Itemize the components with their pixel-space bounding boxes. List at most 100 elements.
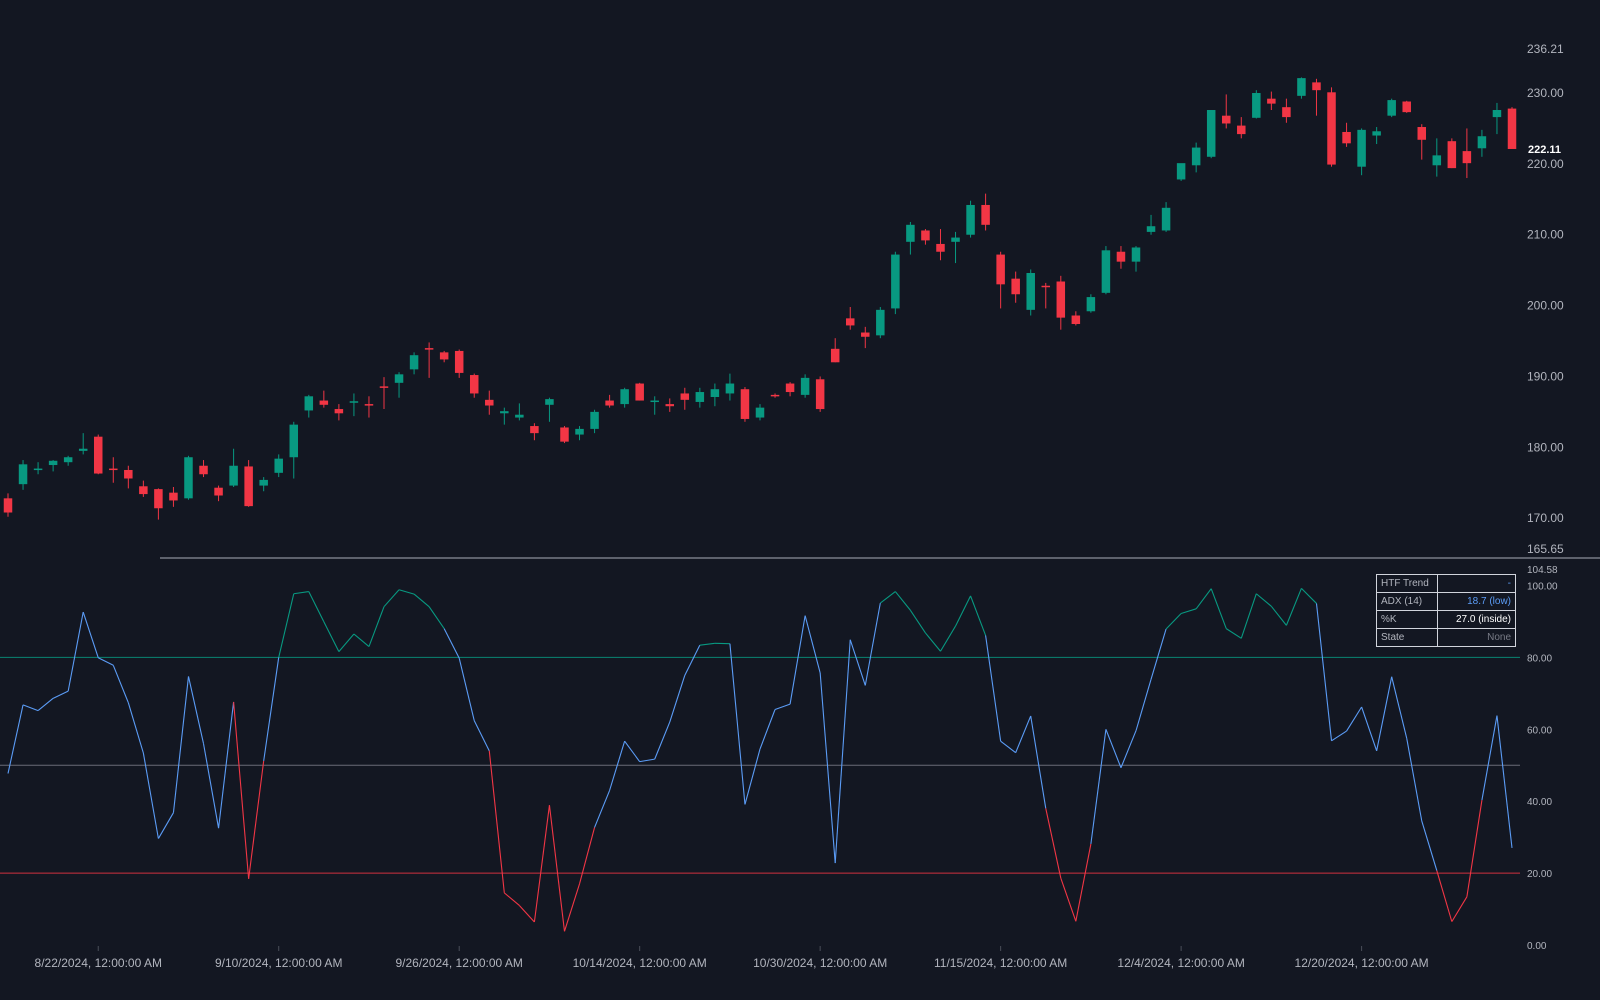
candle[interactable]	[1342, 122, 1351, 147]
candle[interactable]	[1402, 100, 1411, 113]
candle[interactable]	[1056, 275, 1066, 330]
candle[interactable]	[1086, 294, 1096, 313]
candle[interactable]	[1041, 282, 1051, 309]
candle[interactable]	[1462, 128, 1472, 179]
candle[interactable]	[364, 396, 374, 418]
oscillator-axis[interactable]: 104.58 0.00 20.00 40.00 60.00 80.00 100.00	[1527, 565, 1558, 952]
candle[interactable]	[274, 454, 283, 478]
candle[interactable]	[33, 462, 43, 475]
candle[interactable]	[1252, 90, 1261, 119]
candle[interactable]	[409, 352, 419, 375]
candle[interactable]	[1026, 269, 1035, 316]
candle[interactable]	[439, 350, 449, 363]
candle[interactable]	[1116, 246, 1126, 269]
candle[interactable]	[334, 404, 344, 421]
candle[interactable]	[259, 477, 268, 492]
candle[interactable]	[469, 373, 479, 398]
candle[interactable]	[1432, 138, 1442, 177]
oscillator-pane[interactable]: 104.58 0.00 20.00 40.00 60.00 80.00 100.00	[0, 565, 1558, 952]
candle[interactable]	[1176, 163, 1186, 181]
candle[interactable]	[109, 457, 118, 483]
candle[interactable]	[1191, 142, 1201, 173]
candle[interactable]	[229, 448, 238, 487]
candle[interactable]	[770, 393, 780, 398]
candle[interactable]	[710, 383, 720, 407]
candle[interactable]	[500, 407, 509, 425]
candle[interactable]	[1492, 102, 1502, 135]
candle[interactable]	[319, 390, 329, 408]
candle[interactable]	[876, 307, 885, 339]
candle[interactable]	[1101, 246, 1111, 295]
candle[interactable]	[93, 434, 103, 475]
candle[interactable]	[1327, 87, 1336, 167]
candle[interactable]	[289, 421, 299, 479]
candle[interactable]	[966, 200, 975, 238]
candle[interactable]	[740, 387, 750, 422]
candle[interactable]	[981, 193, 990, 231]
candle[interactable]	[725, 373, 735, 401]
candle[interactable]	[124, 465, 133, 489]
candle[interactable]	[394, 372, 404, 398]
candle[interactable]	[830, 338, 840, 363]
price-pane[interactable]: 236.21 170.00 180.00 190.00 200.00 210.00 220.…	[3, 42, 1564, 556]
candle[interactable]	[1146, 214, 1156, 235]
candle[interactable]	[1297, 77, 1306, 99]
candle[interactable]	[575, 426, 584, 441]
candle[interactable]	[184, 455, 193, 500]
candle[interactable]	[921, 229, 930, 245]
candle[interactable]	[545, 397, 554, 422]
candle[interactable]	[424, 342, 434, 378]
candle[interactable]	[665, 398, 675, 412]
candle[interactable]	[845, 307, 855, 330]
candle[interactable]	[650, 396, 659, 415]
candle[interactable]	[605, 394, 614, 408]
candle[interactable]	[815, 376, 825, 412]
candle[interactable]	[154, 488, 163, 520]
candle[interactable]	[620, 387, 629, 408]
candle[interactable]	[906, 221, 915, 255]
candle[interactable]	[1312, 78, 1321, 116]
candle[interactable]	[1071, 311, 1081, 326]
candle[interactable]	[1447, 138, 1457, 169]
candle[interactable]	[244, 460, 253, 507]
candle[interactable]	[1206, 110, 1216, 159]
candle[interactable]	[63, 455, 73, 466]
candle[interactable]	[1011, 271, 1020, 303]
candle[interactable]	[78, 433, 88, 455]
candle[interactable]	[951, 231, 960, 264]
candle[interactable]	[755, 404, 765, 421]
candle[interactable]	[18, 460, 28, 490]
candle[interactable]	[139, 480, 148, 497]
candle[interactable]	[1507, 107, 1517, 149]
candle[interactable]	[1387, 98, 1396, 118]
candle[interactable]	[1372, 127, 1381, 145]
candle[interactable]	[199, 460, 208, 478]
candle[interactable]	[785, 382, 795, 397]
candle[interactable]	[214, 485, 223, 502]
candle[interactable]	[454, 349, 464, 378]
candle[interactable]	[48, 460, 58, 472]
candle[interactable]	[861, 326, 870, 349]
candle[interactable]	[169, 486, 178, 507]
time-axis[interactable]: 8/22/2024, 12:00:00 AM 9/10/2024, 12:00:0…	[35, 946, 1429, 970]
candle[interactable]	[1161, 202, 1171, 232]
candle[interactable]	[1131, 246, 1141, 272]
price-axis[interactable]: 236.21 170.00 180.00 190.00 200.00 210.00 220.…	[1527, 42, 1564, 556]
candle[interactable]	[635, 382, 644, 401]
candle[interactable]	[1417, 124, 1427, 160]
candle[interactable]	[1357, 128, 1366, 176]
candle[interactable]	[560, 426, 569, 444]
candle[interactable]	[1282, 98, 1291, 123]
candle[interactable]	[1221, 94, 1231, 129]
candle[interactable]	[1237, 117, 1246, 139]
candle[interactable]	[485, 390, 494, 415]
candle[interactable]	[1267, 91, 1276, 111]
candle[interactable]	[379, 377, 389, 410]
candle[interactable]	[349, 393, 359, 417]
candle[interactable]	[680, 387, 690, 410]
candle[interactable]	[891, 251, 900, 315]
candle[interactable]	[304, 394, 314, 418]
candle[interactable]	[590, 409, 599, 434]
candle[interactable]	[800, 374, 810, 398]
